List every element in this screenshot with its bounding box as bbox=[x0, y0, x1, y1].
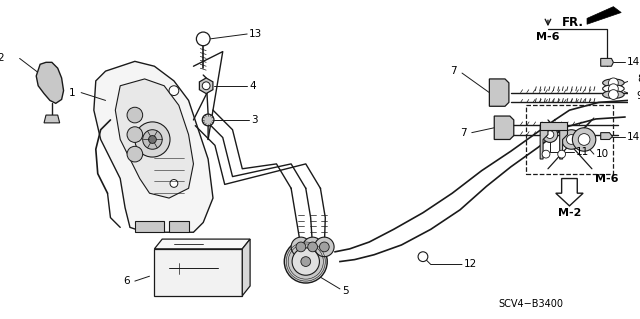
Polygon shape bbox=[601, 58, 613, 66]
Text: 11: 11 bbox=[576, 147, 589, 157]
Text: 4: 4 bbox=[249, 81, 256, 91]
Text: 5: 5 bbox=[342, 286, 349, 296]
Bar bbox=[540, 122, 568, 130]
Circle shape bbox=[557, 150, 566, 158]
Polygon shape bbox=[115, 79, 193, 198]
Text: M-6: M-6 bbox=[595, 174, 618, 183]
Circle shape bbox=[566, 135, 576, 145]
Circle shape bbox=[609, 78, 618, 88]
Circle shape bbox=[292, 248, 319, 275]
Circle shape bbox=[418, 252, 428, 262]
Text: SCV4−B3400: SCV4−B3400 bbox=[498, 299, 563, 308]
Circle shape bbox=[572, 128, 596, 151]
Circle shape bbox=[609, 84, 618, 93]
Ellipse shape bbox=[603, 91, 624, 99]
Circle shape bbox=[143, 130, 162, 149]
Circle shape bbox=[314, 237, 334, 257]
Text: 12: 12 bbox=[464, 259, 477, 270]
Polygon shape bbox=[490, 79, 509, 106]
Polygon shape bbox=[243, 239, 250, 296]
Text: FR.: FR. bbox=[562, 16, 584, 29]
Ellipse shape bbox=[603, 85, 624, 93]
Circle shape bbox=[202, 82, 210, 90]
Polygon shape bbox=[556, 179, 583, 206]
Bar bbox=[135, 220, 164, 232]
Polygon shape bbox=[601, 133, 612, 139]
Text: 3: 3 bbox=[251, 115, 258, 125]
Circle shape bbox=[319, 242, 329, 252]
Circle shape bbox=[127, 146, 143, 162]
Circle shape bbox=[546, 131, 554, 138]
Text: 2: 2 bbox=[0, 53, 4, 63]
Circle shape bbox=[135, 122, 170, 157]
Circle shape bbox=[542, 127, 557, 142]
Text: 8: 8 bbox=[637, 74, 640, 84]
Ellipse shape bbox=[603, 79, 624, 87]
Circle shape bbox=[169, 86, 179, 95]
Circle shape bbox=[196, 32, 210, 46]
Circle shape bbox=[542, 150, 550, 158]
Text: 13: 13 bbox=[249, 29, 262, 39]
Circle shape bbox=[291, 237, 310, 257]
Polygon shape bbox=[36, 62, 63, 103]
Text: 10: 10 bbox=[596, 149, 609, 159]
Circle shape bbox=[284, 240, 327, 283]
Circle shape bbox=[578, 134, 590, 145]
Text: 14: 14 bbox=[627, 131, 640, 142]
Polygon shape bbox=[200, 78, 213, 93]
Bar bbox=[169, 220, 189, 232]
Text: 6: 6 bbox=[123, 276, 130, 286]
Polygon shape bbox=[540, 125, 548, 159]
Circle shape bbox=[562, 130, 581, 149]
Polygon shape bbox=[560, 125, 568, 159]
Circle shape bbox=[127, 127, 143, 142]
Text: M-2: M-2 bbox=[558, 208, 581, 218]
Text: 14: 14 bbox=[627, 57, 640, 67]
Bar bbox=[525, 105, 613, 174]
Circle shape bbox=[127, 107, 143, 123]
Text: 7: 7 bbox=[460, 128, 467, 137]
Polygon shape bbox=[44, 115, 60, 123]
Circle shape bbox=[303, 237, 323, 257]
Circle shape bbox=[296, 242, 306, 252]
Polygon shape bbox=[94, 61, 213, 232]
Bar bbox=[154, 249, 243, 296]
Circle shape bbox=[301, 257, 310, 266]
Circle shape bbox=[148, 136, 156, 143]
Text: 7: 7 bbox=[451, 66, 457, 76]
Circle shape bbox=[202, 114, 214, 126]
Circle shape bbox=[609, 90, 618, 100]
Circle shape bbox=[308, 242, 317, 252]
Polygon shape bbox=[494, 116, 514, 139]
Polygon shape bbox=[154, 239, 250, 249]
Text: M-6: M-6 bbox=[536, 32, 560, 42]
Polygon shape bbox=[587, 7, 621, 24]
Circle shape bbox=[170, 180, 178, 187]
Text: 1: 1 bbox=[68, 88, 75, 98]
Text: 9: 9 bbox=[637, 91, 640, 100]
